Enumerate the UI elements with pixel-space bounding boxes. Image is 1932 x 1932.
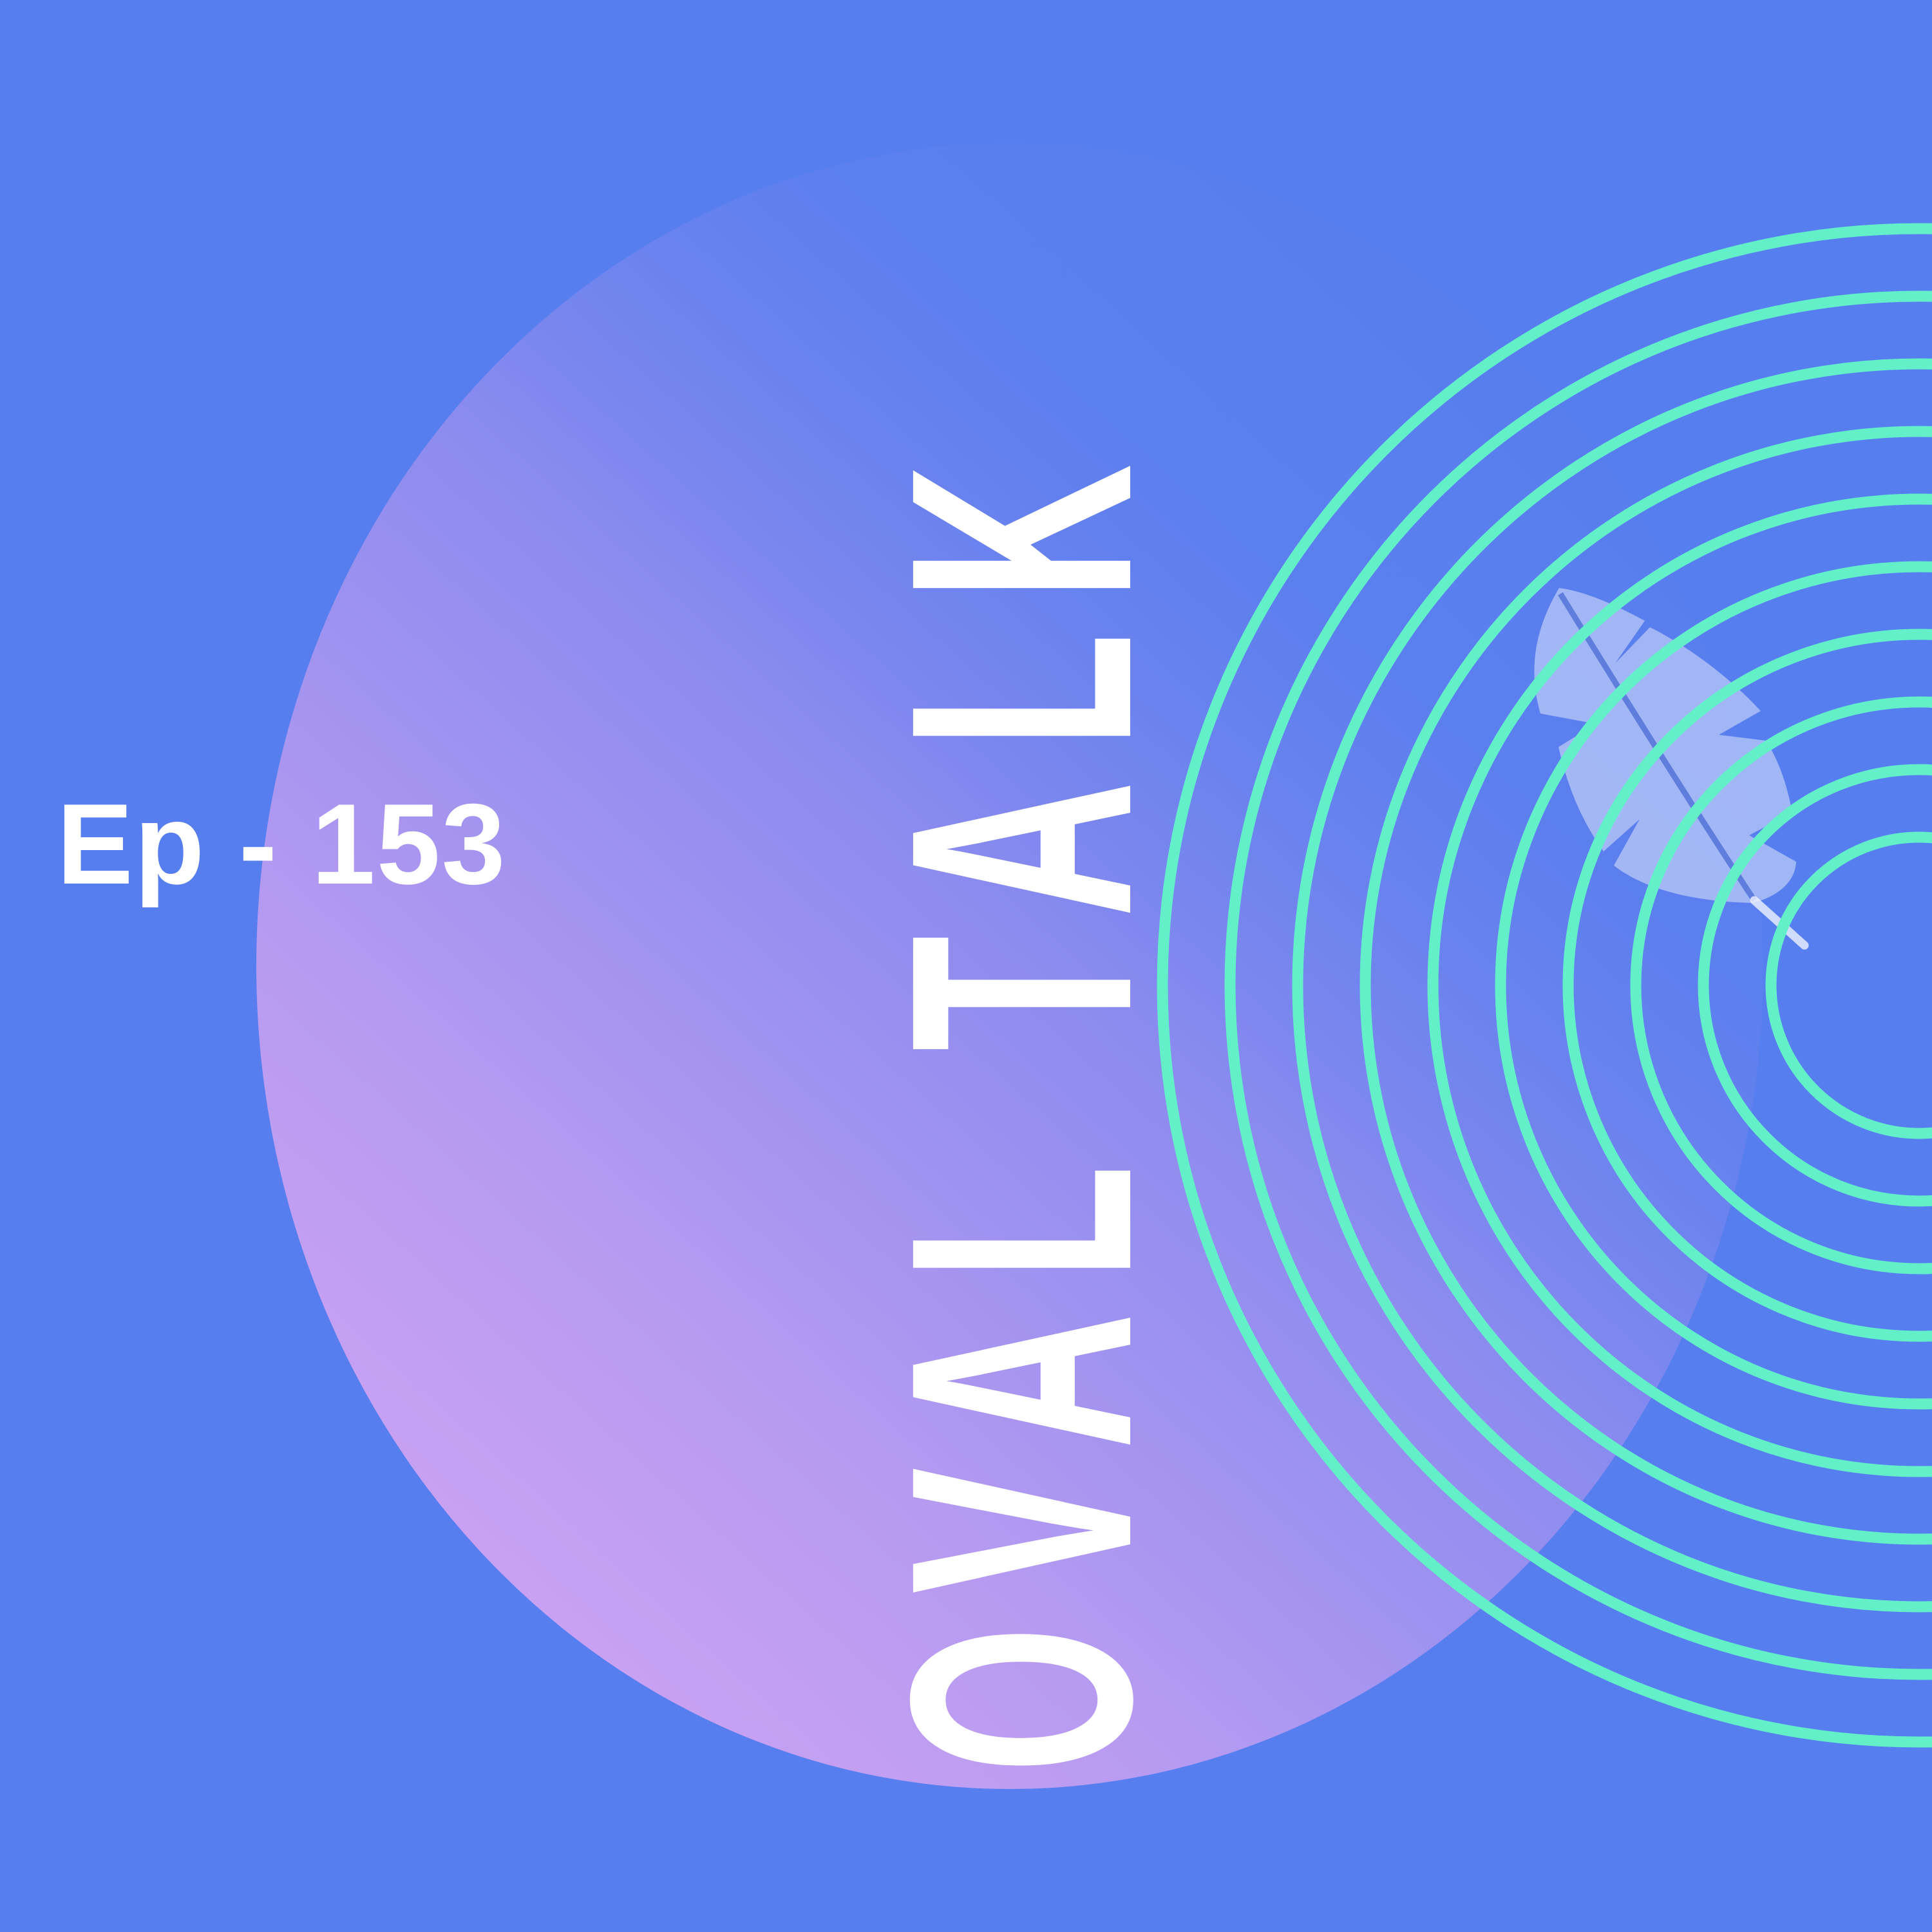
ring bbox=[1562, 629, 1932, 1342]
ring bbox=[1224, 290, 1932, 1680]
ring bbox=[1698, 764, 1932, 1207]
ring bbox=[1157, 223, 1932, 1748]
ring bbox=[1630, 696, 1932, 1274]
concentric-rings bbox=[1157, 223, 1932, 1748]
ring bbox=[1359, 426, 1932, 1545]
ring bbox=[1765, 831, 1932, 1139]
ring bbox=[1292, 358, 1932, 1613]
episode-label: Ep - 153 bbox=[57, 780, 507, 908]
ring bbox=[1495, 561, 1932, 1410]
show-title: OVAL TALK bbox=[844, 431, 1197, 1774]
ring bbox=[1427, 493, 1932, 1477]
